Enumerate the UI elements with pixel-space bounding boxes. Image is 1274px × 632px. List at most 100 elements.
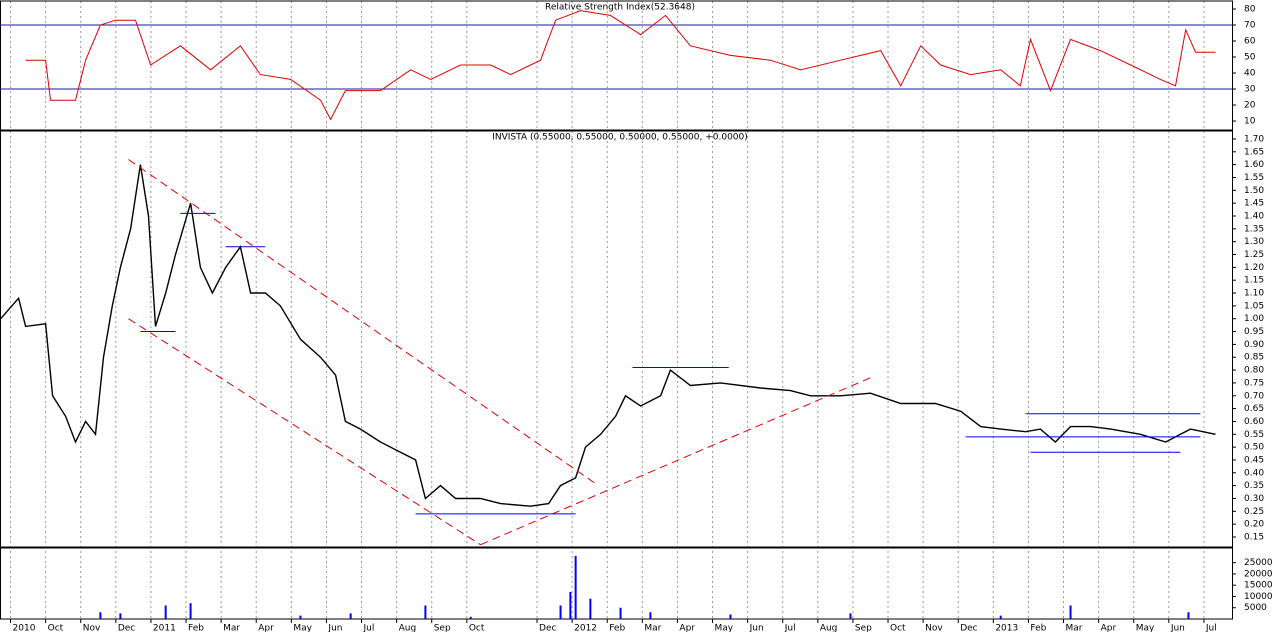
y-tick-label: 1.00 <box>1244 314 1264 324</box>
volume-bar <box>649 612 652 619</box>
panel-title: INVISTA (0.55000, 0.55000, 0.50000, 0.55… <box>492 133 748 143</box>
x-tick-label: Dec <box>960 624 977 632</box>
x-tick-label: Mar <box>223 624 240 632</box>
y-tick-label: 1.65 <box>1244 147 1264 157</box>
x-tick-label: Jul <box>1205 624 1217 632</box>
y-tick-label: 1.20 <box>1244 263 1264 273</box>
series-line <box>25 10 1216 121</box>
y-tick-label: 1.30 <box>1244 237 1264 247</box>
x-tick-label: Sep <box>855 624 872 632</box>
x-tick-label: Nov <box>83 624 101 632</box>
x-tick-label: May <box>1136 624 1155 632</box>
x-tick-label: Mar <box>644 624 661 632</box>
x-tick-label: 2013 <box>995 624 1018 632</box>
y-tick-label: 1.15 <box>1244 276 1264 286</box>
volume-bar <box>574 555 577 619</box>
x-tick-label: Oct <box>48 624 64 632</box>
y-tick-label: 0.25 <box>1244 507 1264 517</box>
volume-bar <box>99 612 102 619</box>
y-tick-label: 1.35 <box>1244 224 1264 234</box>
x-tick-label: Sep <box>434 624 451 632</box>
volume-bar <box>589 598 592 619</box>
y-tick-label: 80 <box>1244 5 1256 15</box>
y-tick-label: 1.50 <box>1244 186 1264 196</box>
trend-line <box>128 318 481 546</box>
y-tick-label: 1.05 <box>1244 301 1264 311</box>
x-tick-label: May <box>293 624 312 632</box>
x-tick-label: Oct <box>469 624 485 632</box>
x-tick-label: Nov <box>925 624 943 632</box>
y-tick-label: 0.60 <box>1244 417 1264 427</box>
volume-bar <box>469 616 472 619</box>
x-tick-label: Mar <box>1066 624 1083 632</box>
y-tick-label: 1.25 <box>1244 250 1264 260</box>
y-tick-label: 60 <box>1244 37 1256 47</box>
y-tick-label: 0.95 <box>1244 327 1264 337</box>
volume-bar <box>119 613 122 619</box>
x-tick-label: Apr <box>258 624 274 632</box>
series-line <box>0 164 1216 507</box>
x-tick-label: Aug <box>820 624 838 632</box>
y-tick-label: 0.45 <box>1244 455 1264 465</box>
y-tick-label: 50 <box>1244 53 1256 63</box>
x-tick-label: Apr <box>679 624 695 632</box>
panel-frame <box>0 0 1233 131</box>
y-tick-label: 0.75 <box>1244 378 1264 388</box>
y-tick-label: 1.70 <box>1244 134 1264 144</box>
volume-bar <box>619 607 622 619</box>
y-tick-label: 0.15 <box>1244 532 1264 542</box>
x-tick-label: Jun <box>749 624 764 632</box>
volume-bar <box>189 603 192 619</box>
x-tick-label: Jul <box>784 624 796 632</box>
panel-frame <box>0 130 1233 548</box>
volume-bar <box>729 614 732 619</box>
y-tick-label: 0.70 <box>1244 391 1264 401</box>
y-tick-label: 1.55 <box>1244 173 1264 183</box>
x-tick-label: May <box>715 624 734 632</box>
panel-title: Relative Strength Index(52.3648) <box>545 3 695 13</box>
y-tick-label: 70 <box>1244 21 1256 31</box>
y-tick-label: 25000 <box>1244 558 1273 568</box>
y-tick-label: 0.20 <box>1244 520 1264 530</box>
y-tick-label: 5000 <box>1244 603 1267 613</box>
y-tick-label: 1.40 <box>1244 211 1264 221</box>
x-tick-label: Oct <box>890 624 906 632</box>
x-tick-label: Jul <box>363 624 375 632</box>
y-tick-label: 20 <box>1244 101 1256 111</box>
y-tick-label: 0.30 <box>1244 494 1264 504</box>
y-tick-label: 0.35 <box>1244 481 1264 491</box>
volume-bar <box>164 605 167 619</box>
volume-bar <box>299 615 302 619</box>
x-tick-label: Jun <box>1170 624 1185 632</box>
x-tick-label: Aug <box>399 624 417 632</box>
x-tick-label: 2012 <box>574 624 597 632</box>
y-tick-label: 0.55 <box>1244 430 1264 440</box>
volume-bar <box>569 591 572 619</box>
x-tick-label: Feb <box>1030 624 1046 632</box>
x-tick-label: Dec <box>118 624 135 632</box>
volume-bar <box>1069 605 1072 619</box>
volume-bar <box>349 613 352 619</box>
y-tick-label: 0.80 <box>1244 366 1264 376</box>
x-tick-label: 2011 <box>153 624 176 632</box>
y-tick-label: 0.65 <box>1244 404 1264 414</box>
y-tick-label: 30 <box>1244 85 1256 95</box>
trend-line <box>480 377 871 546</box>
y-tick-label: 0.85 <box>1244 353 1264 363</box>
y-tick-label: 15000 <box>1244 581 1273 591</box>
y-tick-label: 1.10 <box>1244 289 1264 299</box>
x-tick-label: Feb <box>609 624 625 632</box>
x-tick-label: 2010 <box>13 624 36 632</box>
y-tick-label: 0.50 <box>1244 443 1264 453</box>
panel-frame <box>0 547 1233 620</box>
y-tick-label: 1.60 <box>1244 160 1264 170</box>
y-tick-label: 10000 <box>1244 592 1273 602</box>
volume-bar <box>424 605 427 619</box>
volume-bar <box>559 605 562 619</box>
x-tick-label: Apr <box>1101 624 1117 632</box>
y-tick-label: 20000 <box>1244 569 1273 579</box>
volume-bar <box>1187 612 1190 619</box>
x-tick-label: Dec <box>539 624 556 632</box>
